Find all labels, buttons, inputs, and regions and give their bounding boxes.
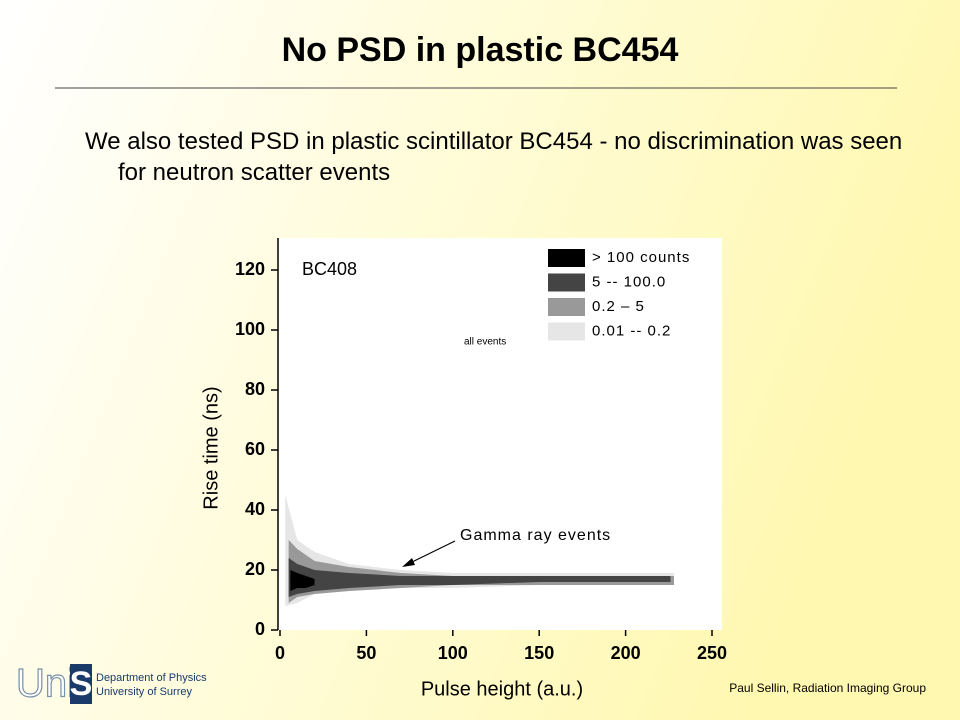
y-tick-label: 60 <box>245 439 265 459</box>
y-tick-label: 120 <box>235 259 265 279</box>
y-tick-label: 20 <box>245 559 265 579</box>
y-axis-label: Rise time (ns) <box>200 386 222 509</box>
legend-swatch <box>548 249 585 267</box>
x-tick-label: 100 <box>438 643 468 663</box>
x-tick-label: 50 <box>356 643 376 663</box>
legend-swatch <box>548 273 585 292</box>
annotation-arrow <box>407 540 456 565</box>
legend-swatch <box>548 298 585 316</box>
logo-box <box>70 664 92 704</box>
legend-label: 5 -- 100.0 <box>592 273 666 290</box>
y-tick-label: 40 <box>245 499 265 519</box>
y-tick-label: 0 <box>255 619 265 639</box>
legend-label: > 100 counts <box>592 249 690 266</box>
annotation: all events <box>464 337 506 348</box>
x-axis-label: Pulse height (a.u.) <box>421 678 583 700</box>
body-text: We also tested PSD in plastic scintillat… <box>85 128 903 186</box>
annotation: Gamma ray events <box>460 527 611 544</box>
slide-title: No PSD in plastic BC454 <box>282 31 679 69</box>
y-tick-label: 100 <box>235 319 265 339</box>
contour-band <box>288 540 674 603</box>
logo: Uni S Department of Physics University o… <box>15 661 207 706</box>
logo-text: Uni <box>16 662 76 706</box>
contour-band <box>288 558 671 597</box>
arrow-head <box>402 558 415 567</box>
footer: Paul Sellin, Radiation Imaging Group <box>729 681 926 695</box>
plot: > 100 counts 5 -- 100.0 0.2 – 5 0.01 -- 0.2… <box>235 249 727 663</box>
x-tick-label: 250 <box>697 643 727 663</box>
annotation: BC408 <box>302 259 357 279</box>
x-tick-label: 200 <box>611 643 641 663</box>
legend-swatch <box>548 322 585 341</box>
legend-label: 0.01 -- 0.2 <box>592 322 671 339</box>
contour-band <box>290 570 315 591</box>
legend-label: 0.2 – 5 <box>592 298 645 315</box>
x-tick-label: 150 <box>524 643 554 663</box>
logo-text: S <box>70 665 93 703</box>
x-tick-label: 0 <box>275 643 285 663</box>
logo-line: University of Surrey <box>96 686 192 698</box>
logo-line: Department of Physics <box>96 672 207 684</box>
y-tick-label: 80 <box>245 379 265 399</box>
